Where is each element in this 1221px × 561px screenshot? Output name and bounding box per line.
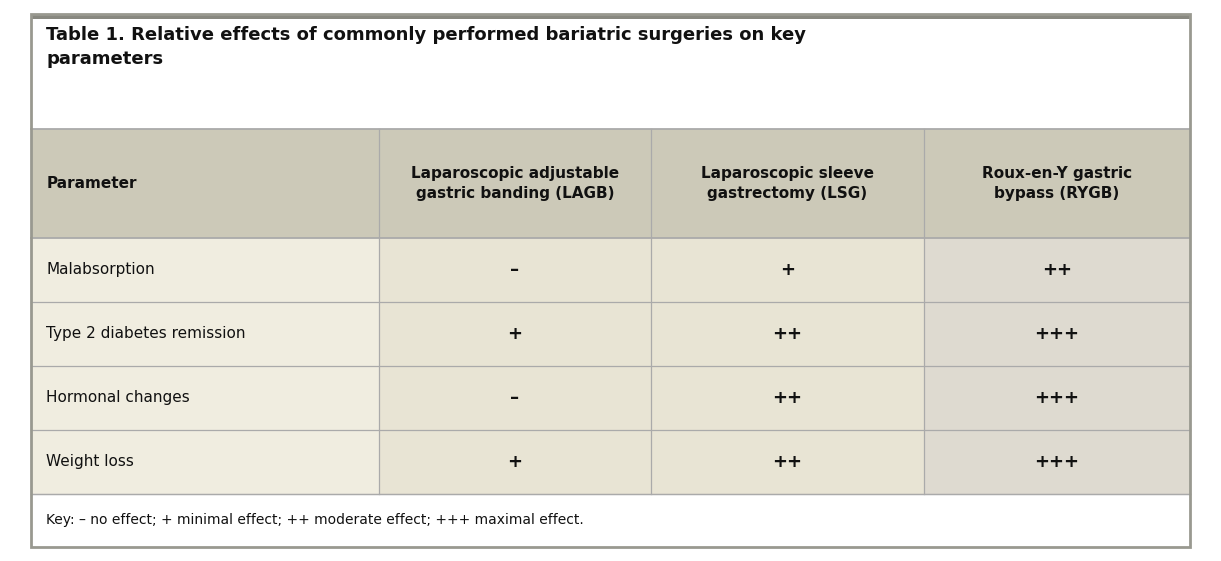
Text: +++: +++ (1034, 453, 1079, 471)
Bar (923, 430, 1190, 494)
Text: Table 1. Relative effects of commonly performed bariatric surgeries on key
param: Table 1. Relative effects of commonly pe… (46, 26, 806, 68)
Bar (31, 494, 1190, 547)
Bar (651, 238, 924, 302)
Bar (31, 302, 379, 366)
Text: –: – (510, 389, 519, 407)
Text: ++: ++ (1042, 261, 1072, 279)
Bar (379, 366, 651, 430)
Bar (379, 238, 651, 302)
Bar (379, 128, 651, 238)
Bar (923, 302, 1190, 366)
Text: +: + (507, 325, 523, 343)
Text: +++: +++ (1034, 389, 1079, 407)
Text: Malabsorption: Malabsorption (46, 263, 155, 277)
Text: Key: – no effect; + minimal effect; ++ moderate effect; +++ maximal effect.: Key: – no effect; + minimal effect; ++ m… (46, 513, 584, 527)
Text: ++: ++ (773, 389, 802, 407)
Text: Type 2 diabetes remission: Type 2 diabetes remission (46, 327, 245, 341)
Bar (923, 238, 1190, 302)
Text: +: + (780, 261, 795, 279)
Bar (31, 430, 379, 494)
Bar (31, 366, 379, 430)
Text: +++: +++ (1034, 325, 1079, 343)
Bar (651, 430, 924, 494)
Text: –: – (510, 261, 519, 279)
Bar (923, 128, 1190, 238)
Text: Roux-en-Y gastric
bypass (RYGB): Roux-en-Y gastric bypass (RYGB) (982, 166, 1132, 201)
Text: Hormonal changes: Hormonal changes (46, 390, 190, 405)
Text: Laparoscopic sleeve
gastrectomy (LSG): Laparoscopic sleeve gastrectomy (LSG) (701, 166, 874, 201)
Bar (31, 238, 379, 302)
Text: ++: ++ (773, 453, 802, 471)
Bar (379, 430, 651, 494)
Bar (651, 302, 924, 366)
Bar (651, 128, 924, 238)
Bar (31, 14, 1190, 20)
Bar (379, 302, 651, 366)
Text: Laparoscopic adjustable
gastric banding (LAGB): Laparoscopic adjustable gastric banding … (410, 166, 619, 201)
Text: Weight loss: Weight loss (46, 454, 134, 469)
Bar (923, 366, 1190, 430)
Bar (31, 14, 1190, 128)
Text: +: + (507, 453, 523, 471)
Bar (651, 366, 924, 430)
Bar (31, 128, 379, 238)
Text: ++: ++ (773, 325, 802, 343)
Text: Parameter: Parameter (46, 176, 137, 191)
